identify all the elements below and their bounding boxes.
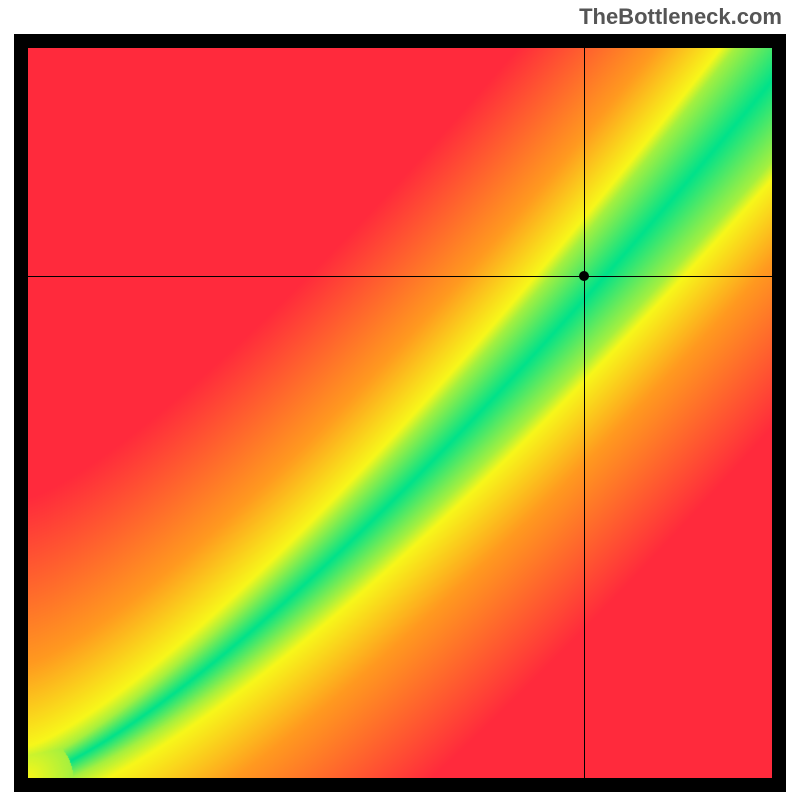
crosshair-marker-dot <box>579 271 589 281</box>
chart-container: TheBottleneck.com <box>0 0 800 800</box>
crosshair-vertical <box>584 48 585 778</box>
heatmap-canvas <box>28 48 772 778</box>
watermark-text: TheBottleneck.com <box>579 4 782 30</box>
plot-frame <box>14 34 786 792</box>
crosshair-horizontal <box>28 276 772 277</box>
